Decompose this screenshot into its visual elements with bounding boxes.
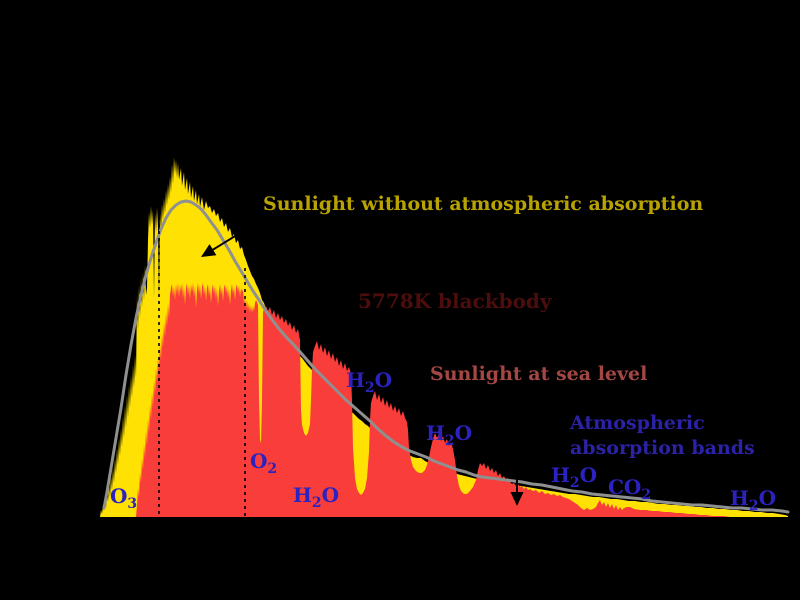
- molecule-h2o-4: H2O: [551, 463, 597, 491]
- molecule-h2o-3: H2O: [426, 421, 472, 449]
- series-blackbody: [102, 199, 790, 514]
- arrow-to-toa-curve: [212, 221, 259, 251]
- molecule-o2: O2: [250, 449, 277, 477]
- label-absorption-line2: absorption bands: [570, 437, 755, 459]
- label-sunlight-toa: Sunlight without atmospheric absorption: [263, 193, 703, 215]
- series-sea: [136, 283, 737, 517]
- molecule-h2o-2: H2O: [346, 368, 392, 396]
- label-blackbody: 5778K blackbody: [358, 289, 553, 313]
- molecule-h2o-1: H2O: [293, 483, 339, 511]
- arrow-to-absorption-band-head: [510, 492, 524, 506]
- molecule-h2o-5: H2O: [730, 486, 776, 514]
- label-absorption-line1: Atmospheric: [569, 412, 705, 434]
- molecule-co2: CO2: [608, 475, 651, 503]
- arrow-to-toa-curve-head: [201, 244, 217, 257]
- label-sunlight-sea: Sunlight at sea level: [430, 363, 647, 385]
- molecule-o3: O3: [110, 484, 137, 512]
